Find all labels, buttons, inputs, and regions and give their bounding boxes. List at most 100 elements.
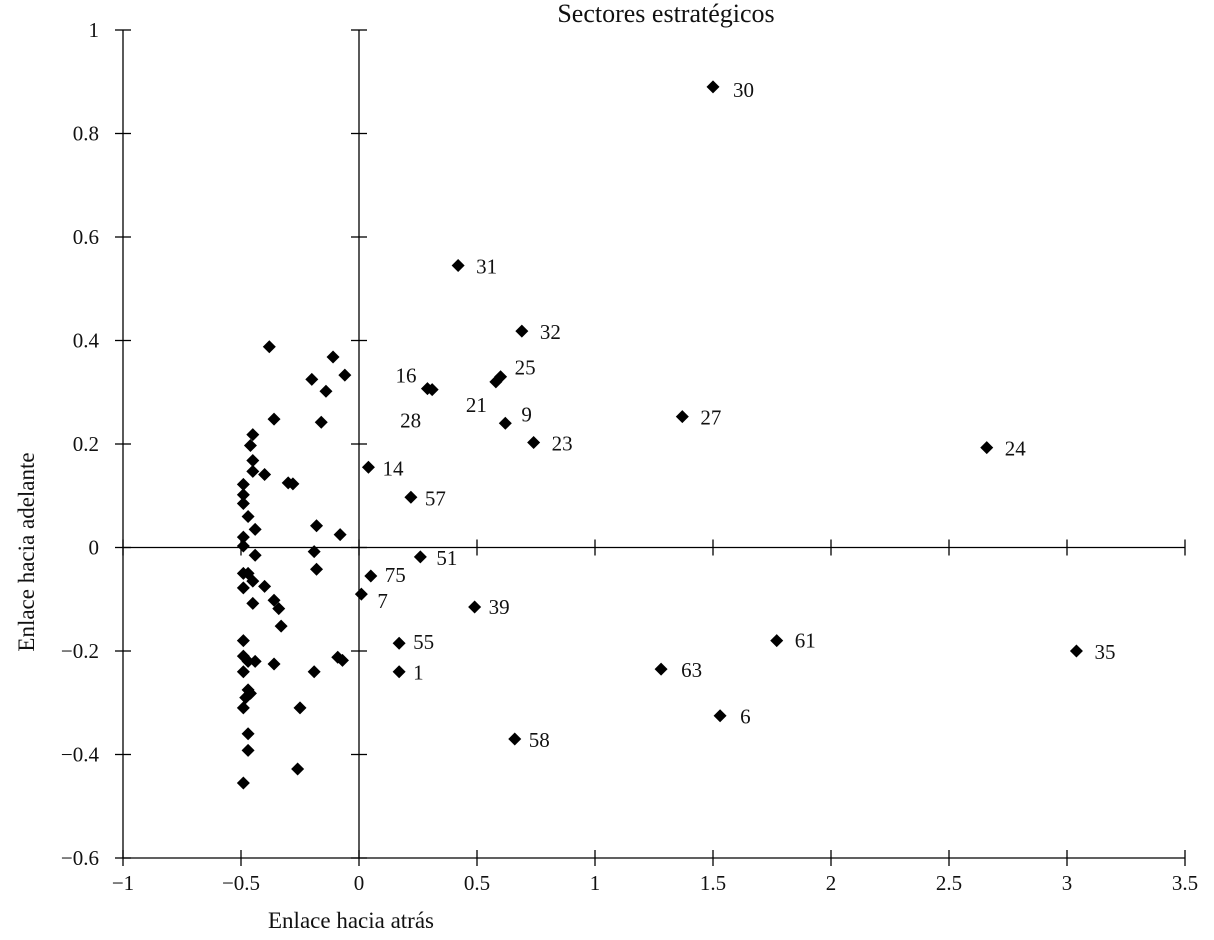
data-point [241, 743, 255, 757]
data-point [236, 530, 250, 544]
data-point [239, 691, 253, 705]
point-label-9: 9 [521, 402, 532, 426]
point-label-30: 30 [733, 78, 754, 102]
data-point [236, 634, 250, 648]
data-point-75 [364, 569, 378, 583]
y-tick-label: 1 [89, 18, 100, 42]
point-label-35: 35 [1094, 640, 1115, 664]
point-label-6: 6 [740, 705, 751, 729]
point-label-61: 61 [795, 629, 816, 653]
point-label-23: 23 [552, 431, 573, 455]
point-label-39: 39 [489, 595, 510, 619]
data-point-21 [489, 375, 503, 389]
data-point-23 [527, 435, 541, 449]
data-point-31 [451, 258, 465, 272]
data-point-1 [392, 665, 406, 679]
y-tick-label: 0.4 [73, 329, 100, 353]
data-point [326, 350, 340, 364]
data-point-51 [413, 550, 427, 564]
data-point [333, 528, 347, 542]
data-point [335, 653, 349, 667]
data-point [310, 562, 324, 576]
data-points [236, 80, 1083, 790]
x-axis-title: Enlace hacia atrás [268, 908, 434, 933]
data-point-9 [498, 416, 512, 430]
data-point-58 [508, 732, 522, 746]
x-tick-label: 1.5 [700, 871, 726, 895]
x-tick-label: −0.5 [222, 871, 260, 895]
data-point [307, 665, 321, 679]
axes: −1 −0.5 0 0.5 1 1.5 2 2.5 3 3.5 1 0.8 0.6 0.4 0.2 0 −0.2… [61, 18, 1198, 895]
x-tick-label: −1 [112, 871, 134, 895]
data-point [293, 701, 307, 715]
data-point [246, 464, 260, 478]
data-point [307, 545, 321, 559]
x-tick-label: 3.5 [1172, 871, 1198, 895]
point-label-55: 55 [413, 630, 434, 654]
data-point [236, 488, 250, 502]
x-tick-label: 0.5 [464, 871, 490, 895]
data-point [246, 454, 260, 468]
data-point-24 [980, 441, 994, 455]
point-label-27: 27 [700, 406, 721, 430]
data-point [246, 428, 260, 442]
x-tick-label: 0 [354, 871, 365, 895]
point-label-32: 32 [540, 320, 561, 344]
data-point [291, 762, 305, 776]
data-point [286, 477, 300, 491]
data-point [305, 372, 319, 386]
data-point [267, 593, 281, 607]
data-point-57 [404, 490, 418, 504]
data-point-14 [361, 460, 375, 474]
data-point-55 [392, 636, 406, 650]
point-label-21: 21 [466, 393, 487, 417]
point-label-25: 25 [515, 356, 536, 380]
y-tick-label: −0.6 [61, 846, 99, 870]
y-tick-label: −0.2 [61, 639, 99, 663]
data-point-30 [706, 80, 720, 94]
data-point [310, 519, 324, 533]
point-label-51: 51 [436, 546, 457, 570]
data-point-27 [675, 410, 689, 424]
point-label-24: 24 [1005, 437, 1027, 461]
data-point [241, 654, 255, 668]
data-point [274, 619, 288, 633]
data-point [241, 727, 255, 741]
data-point [246, 596, 260, 610]
point-label-31: 31 [476, 254, 497, 278]
data-point [248, 548, 262, 562]
data-point [319, 384, 333, 398]
data-point-39 [468, 600, 482, 614]
data-point [236, 477, 250, 491]
data-point [267, 657, 281, 671]
y-tick-label: 0 [89, 536, 100, 560]
data-point-32 [515, 324, 529, 338]
data-point [314, 415, 328, 429]
data-point [236, 539, 250, 553]
y-tick-label: 0.2 [73, 432, 99, 456]
chart-title: Sectores estratégicos [557, 0, 774, 28]
y-axis-title: Enlace hacia adelante [14, 452, 39, 651]
point-label-58: 58 [529, 728, 550, 752]
data-point [246, 574, 260, 588]
data-point [236, 497, 250, 511]
data-point [236, 665, 250, 679]
data-point-61 [770, 634, 784, 648]
data-point-35 [1069, 644, 1083, 658]
point-label-7: 7 [377, 589, 388, 613]
data-point [236, 581, 250, 595]
point-label-16: 16 [395, 364, 416, 388]
data-point [236, 701, 250, 715]
point-label-63: 63 [681, 658, 702, 682]
point-label-57: 57 [425, 486, 446, 510]
data-point [243, 439, 257, 453]
data-point [267, 412, 281, 426]
data-point-7 [354, 587, 368, 601]
point-label-28: 28 [400, 409, 421, 433]
data-point [248, 654, 262, 668]
x-tick-label: 2.5 [936, 871, 962, 895]
point-label-14: 14 [382, 456, 404, 480]
data-point [262, 340, 276, 354]
data-point [236, 776, 250, 790]
